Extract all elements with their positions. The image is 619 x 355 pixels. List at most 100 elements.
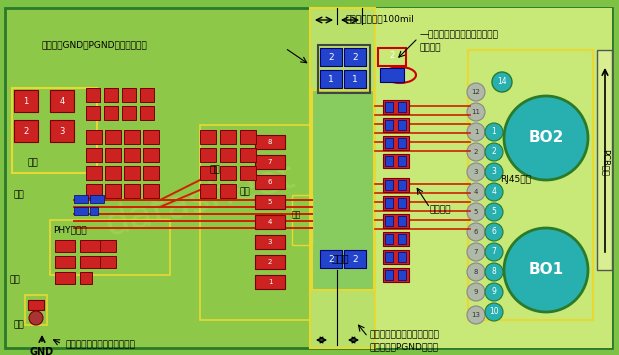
Text: —指示灯信号驱动线及其电源线: —指示灯信号驱动线及其电源线 — [420, 30, 499, 39]
Bar — [385, 270, 393, 280]
Bar — [385, 198, 393, 208]
Bar — [240, 148, 256, 162]
Bar — [398, 252, 406, 262]
Text: 变压器: 变压器 — [331, 253, 349, 263]
Bar — [140, 88, 154, 102]
Bar — [90, 207, 98, 215]
Bar — [86, 184, 102, 198]
Text: RJ45网口: RJ45网口 — [500, 175, 531, 184]
Bar — [90, 195, 104, 203]
Circle shape — [485, 163, 503, 181]
Bar — [14, 90, 38, 112]
Text: 2: 2 — [328, 255, 334, 263]
Text: 11: 11 — [472, 109, 480, 115]
Text: 此隔离区域大于100mil: 此隔离区域大于100mil — [345, 14, 414, 23]
Text: 2: 2 — [389, 51, 395, 60]
Bar — [255, 155, 285, 169]
Text: 2: 2 — [352, 255, 358, 263]
Bar — [344, 48, 366, 66]
Bar — [255, 135, 285, 149]
Bar — [385, 102, 393, 112]
Text: PHY层芯片: PHY层芯片 — [53, 225, 87, 235]
Bar — [383, 154, 409, 168]
Text: 电容: 电容 — [13, 321, 24, 329]
Circle shape — [485, 303, 503, 321]
Bar — [380, 68, 404, 82]
Bar — [55, 256, 75, 268]
Text: 1: 1 — [474, 129, 478, 135]
Text: 此区域通常不覆地和电源，但: 此区域通常不覆地和电源，但 — [370, 330, 440, 339]
Bar — [122, 106, 136, 120]
Text: 晶振: 晶振 — [27, 158, 38, 168]
Bar — [140, 106, 154, 120]
Bar — [124, 130, 140, 144]
Text: 9: 9 — [491, 288, 496, 296]
Bar — [74, 195, 88, 203]
Bar — [86, 106, 100, 120]
Text: 5: 5 — [268, 199, 272, 205]
Bar — [255, 195, 285, 209]
Text: 8: 8 — [268, 139, 272, 145]
Bar — [50, 90, 74, 112]
Bar — [104, 88, 118, 102]
Bar — [312, 90, 374, 290]
Bar — [398, 120, 406, 130]
Text: 10: 10 — [489, 307, 499, 317]
Bar — [124, 184, 140, 198]
Text: 8: 8 — [491, 268, 496, 277]
Bar — [28, 300, 44, 310]
Circle shape — [467, 143, 485, 161]
Bar — [383, 136, 409, 150]
Text: 电容: 电容 — [292, 211, 301, 219]
Text: 1: 1 — [268, 279, 272, 285]
Text: datasheet: datasheet — [101, 156, 299, 244]
Bar — [385, 234, 393, 244]
Text: 1: 1 — [328, 75, 334, 83]
Bar — [200, 130, 216, 144]
Circle shape — [29, 311, 43, 325]
Bar — [25, 295, 47, 325]
Bar — [383, 100, 409, 114]
Bar — [398, 216, 406, 226]
Bar — [105, 130, 121, 144]
Circle shape — [467, 203, 485, 221]
Circle shape — [467, 263, 485, 281]
Circle shape — [485, 283, 503, 301]
Text: 电容: 电容 — [13, 191, 24, 200]
Bar — [383, 196, 409, 210]
Circle shape — [485, 263, 503, 281]
Text: 4: 4 — [59, 97, 64, 105]
Bar — [255, 215, 285, 229]
Bar — [385, 120, 393, 130]
Text: 8: 8 — [474, 269, 478, 275]
Bar — [143, 184, 159, 198]
Circle shape — [504, 228, 588, 312]
Text: 2: 2 — [328, 53, 334, 61]
Bar — [398, 198, 406, 208]
Bar — [105, 166, 121, 180]
Text: 7: 7 — [491, 247, 496, 257]
Circle shape — [485, 223, 503, 241]
Bar — [55, 240, 75, 252]
Text: 1: 1 — [24, 97, 28, 105]
Bar — [143, 148, 159, 162]
Circle shape — [467, 123, 485, 141]
Text: 6: 6 — [491, 228, 496, 236]
Bar — [122, 88, 136, 102]
Circle shape — [485, 203, 503, 221]
Circle shape — [467, 83, 485, 101]
Bar — [220, 166, 236, 180]
Bar — [292, 195, 312, 245]
Bar — [143, 166, 159, 180]
Bar — [86, 148, 102, 162]
Text: 高压电容: 高压电容 — [420, 43, 441, 52]
Bar — [80, 240, 100, 252]
Bar — [55, 272, 75, 284]
Circle shape — [467, 283, 485, 301]
Circle shape — [467, 223, 485, 241]
Bar — [255, 235, 285, 249]
Bar — [344, 250, 366, 268]
Text: 7: 7 — [268, 159, 272, 165]
Bar — [240, 130, 256, 144]
Bar — [320, 48, 342, 66]
